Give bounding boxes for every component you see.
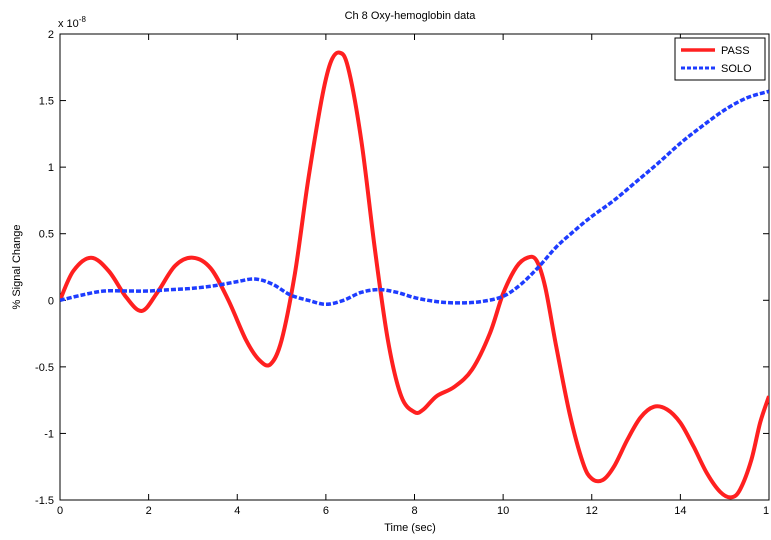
legend-label-solo: SOLO bbox=[721, 63, 752, 75]
plot-frame bbox=[59, 33, 770, 501]
y-exponent-base: x 10 bbox=[58, 18, 79, 30]
y-exponent-label: x 10-8 bbox=[58, 15, 86, 30]
x-tick-label: 0 bbox=[57, 505, 63, 517]
series-layer bbox=[60, 50, 769, 500]
legend-box bbox=[674, 37, 766, 81]
y-tick-label: -1.5 bbox=[35, 495, 54, 507]
chart-title: Ch 8 Oxy-hemoglobin data bbox=[345, 10, 477, 22]
plot-area: 0 2 4 6 8 10 12 14 1 -1.5 -1 -0.5 0 0.5 1 1.5 2 bbox=[35, 29, 770, 517]
y-exponent-power: -8 bbox=[79, 15, 87, 24]
x-tick-label: 4 bbox=[234, 505, 240, 517]
x-tick-label: 6 bbox=[323, 505, 329, 517]
y-tick-label: 0 bbox=[48, 295, 54, 307]
series-line-solo bbox=[60, 89, 769, 307]
x-tick-label: 8 bbox=[411, 505, 417, 517]
x-tick-label: 1 bbox=[763, 505, 769, 517]
y-tick-label: 1.5 bbox=[39, 96, 54, 108]
y-tick-label: -1 bbox=[44, 428, 54, 440]
y-tick-label: 0.5 bbox=[39, 229, 54, 241]
y-tick-label: 2 bbox=[48, 29, 54, 41]
y-tick-label: -0.5 bbox=[35, 362, 54, 374]
y-tick-label: 1 bbox=[48, 162, 54, 174]
legend-label-pass: PASS bbox=[721, 45, 750, 57]
x-tick-label: 10 bbox=[497, 505, 509, 517]
series-line-pass bbox=[60, 50, 769, 500]
x-tick-label: 14 bbox=[674, 505, 686, 517]
x-tick-label: 2 bbox=[146, 505, 152, 517]
legend: PASS SOLO bbox=[674, 37, 766, 81]
x-axis-label: Time (sec) bbox=[384, 522, 436, 534]
y-axis-label: % Signal Change bbox=[11, 224, 23, 309]
x-tick-label: 12 bbox=[586, 505, 598, 517]
